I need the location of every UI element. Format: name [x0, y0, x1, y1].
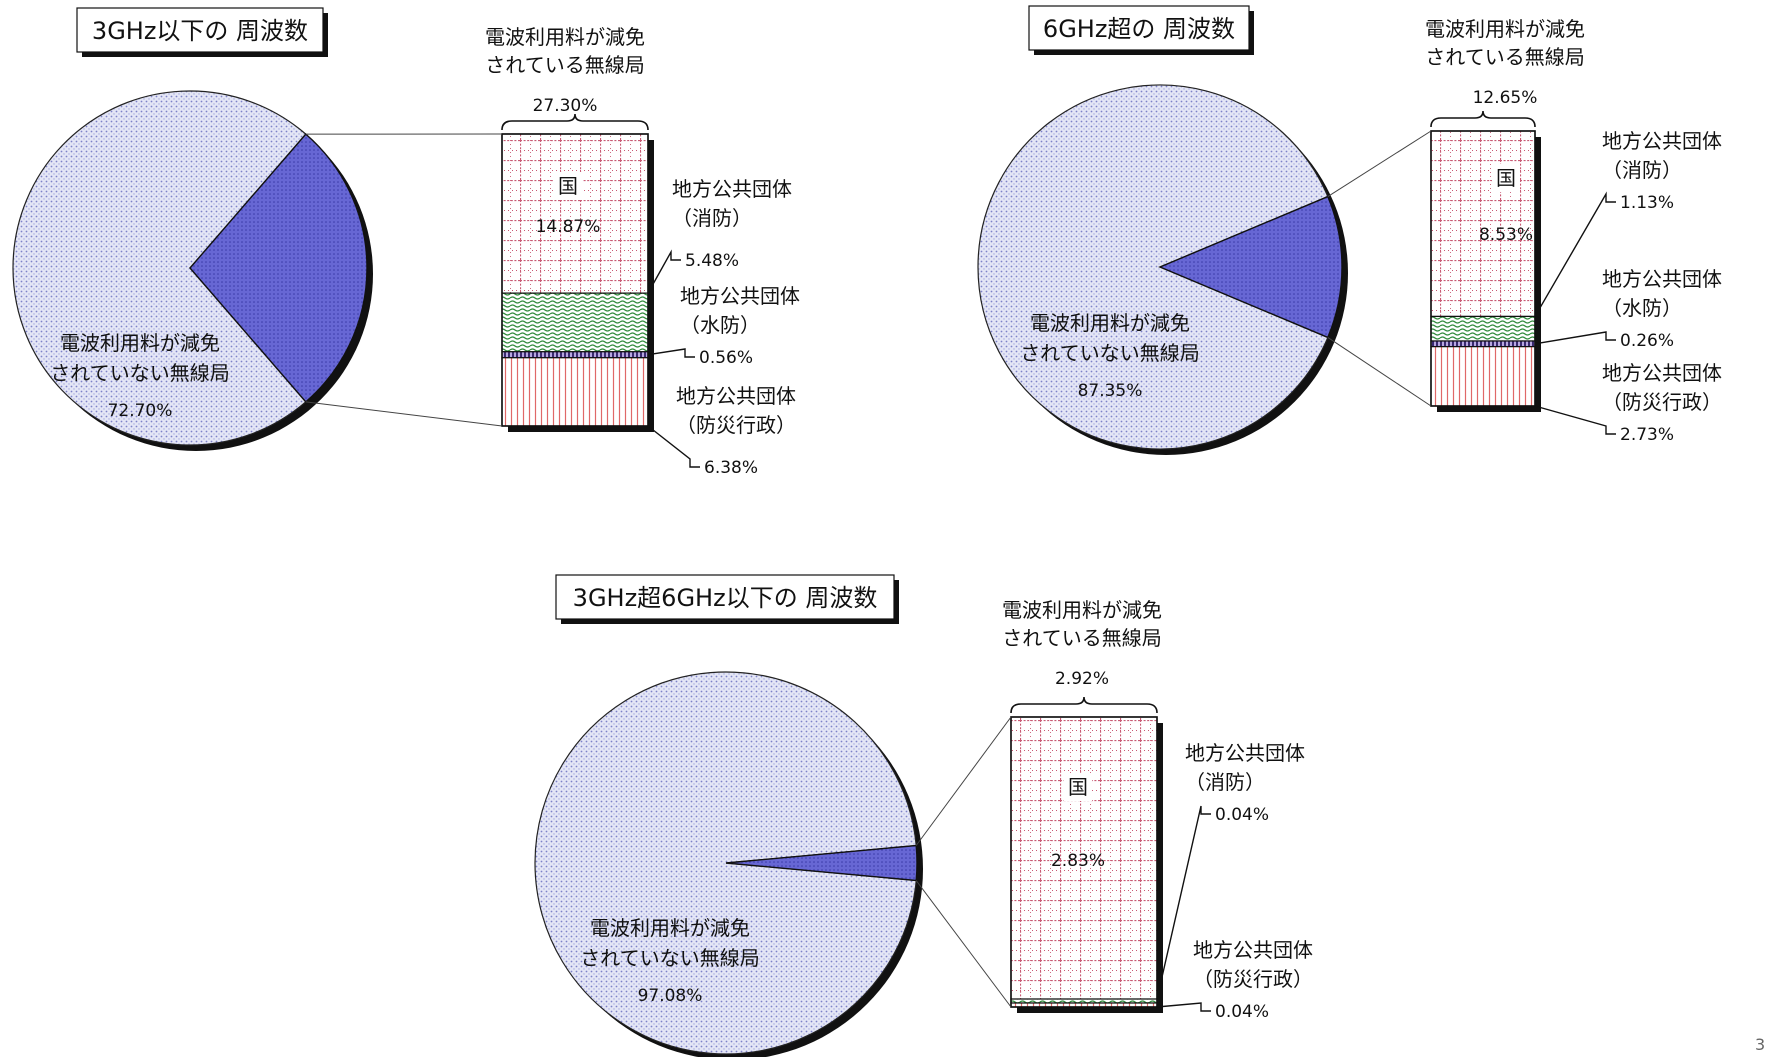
chart-title-box	[76, 7, 324, 53]
segment-label-bg	[1064, 773, 1092, 801]
segment-label-name: 地方公共団体	[680, 284, 800, 308]
segment-label-value: 0.56%	[699, 348, 753, 368]
segment-leader-line	[647, 348, 695, 358]
connector-line-top	[915, 716, 1012, 846]
breakdown-total-label: 12.65%	[1473, 88, 1538, 108]
connector-line-bottom	[915, 880, 1012, 1008]
breakdown-total-label: 27.30%	[533, 96, 598, 116]
page-number: 3	[1755, 1035, 1765, 1054]
breakdown-title-line: されている無線局	[1002, 626, 1161, 650]
segment-label-value: 8.53%	[1479, 225, 1533, 245]
segment-leader-line	[1534, 331, 1616, 345]
pie-slice-exempt	[189, 133, 368, 403]
breakdown-title-line: されている無線局	[1425, 45, 1584, 69]
chart-title: 3GHz超6GHz以下の 周波数	[573, 584, 878, 612]
chart-title-box	[555, 574, 895, 620]
segment-label-name: 地方公共団体	[1602, 267, 1722, 291]
segment-label-name: （防災行政）	[1193, 967, 1313, 991]
breakdown-title-line: 電波利用料が減免	[1425, 17, 1585, 41]
breakdown-brace	[501, 113, 649, 131]
segment-label-name: （消防）	[1185, 770, 1265, 794]
segment-label-name: （消防）	[672, 206, 752, 230]
bar-frame	[1010, 716, 1158, 1008]
bar-segment-1	[501, 133, 649, 294]
breakdown-title-line: 電波利用料が減免	[485, 25, 645, 49]
connector-line-bottom	[305, 401, 503, 427]
segment-label-name: 国	[558, 174, 578, 198]
segment-label-name: 国	[1068, 775, 1088, 799]
segment-label-name: 地方公共団体	[1602, 361, 1722, 385]
segment-label-value: 1.13%	[1620, 193, 1674, 213]
breakdown-brace	[1430, 110, 1536, 128]
connector-line-bottom	[1327, 337, 1432, 407]
pie-value-label: 87.35%	[1078, 381, 1143, 401]
segment-label-name: （水防）	[680, 313, 760, 337]
segment-label-name: （消防）	[1602, 158, 1682, 182]
segment-label-value: 2.73%	[1620, 425, 1674, 445]
segment-leader-line	[1156, 805, 1211, 1000]
chart-title: 6GHz超の 周波数	[1043, 15, 1235, 43]
breakdown-title-line: 電波利用料が減免	[1002, 598, 1162, 622]
bar-segment-1	[1010, 716, 1158, 1000]
breakdown-title-line: されている無線局	[485, 53, 644, 77]
segment-label-name: 地方公共団体	[1193, 938, 1313, 962]
bar-segment-4	[1430, 346, 1536, 407]
bar-segment-3	[501, 351, 649, 359]
bar-segment-4	[501, 357, 649, 427]
chart-panel-2: 6GHz超の 周波数電波利用料が減免されていない無線局87.35%電波利用料が減…	[977, 5, 1722, 455]
chart-title-box	[1028, 5, 1250, 51]
segment-label-name: 地方公共団体	[676, 384, 796, 408]
bar-segment-1	[1430, 130, 1536, 318]
pie-label-line: されていない無線局	[580, 946, 759, 970]
breakdown-brace	[1010, 696, 1158, 714]
bar-segment-3	[1430, 340, 1536, 348]
pie-value-label: 97.08%	[638, 986, 703, 1006]
segment-label-value: 5.48%	[685, 251, 739, 271]
segment-leader-line	[1534, 405, 1616, 435]
segment-label-name: 国	[1496, 166, 1516, 190]
connector-line-top	[1327, 130, 1432, 197]
segment-label-name: 地方公共団体	[672, 177, 792, 201]
segment-leader-line	[1156, 1002, 1211, 1012]
segment-label-value: 14.87%	[536, 217, 601, 237]
segment-leader-line	[647, 249, 681, 294]
segment-label-value: 6.38%	[704, 458, 758, 478]
pie-slice-not-exempt	[977, 84, 1329, 450]
bar-segment-2	[501, 292, 649, 353]
pie-slice-not-exempt	[534, 671, 917, 1055]
bar-frame	[1430, 130, 1536, 407]
chart-panel-1: 3GHz以下の 周波数電波利用料が減免されていない無線局72.70%電波利用料が…	[12, 7, 800, 478]
pie-value-label: 72.70%	[108, 401, 173, 421]
segment-label-name: （水防）	[1602, 296, 1682, 320]
pie-slice-exempt	[1158, 195, 1343, 339]
segment-label-value: 0.04%	[1215, 805, 1269, 825]
bar-frame	[501, 133, 649, 427]
pie-label-line: されていない無線局	[1020, 341, 1199, 365]
chart-title: 3GHz以下の 周波数	[92, 17, 308, 45]
segment-label-name: 地方公共団体	[1602, 129, 1722, 153]
pie-slice-not-exempt	[12, 90, 307, 446]
pie-label-line: 電波利用料が減免	[1030, 311, 1190, 335]
pie-label-line: されていない無線局	[50, 361, 229, 385]
chart-panel-3: 3GHz超6GHz以下の 周波数電波利用料が減免されていない無線局97.08%電…	[534, 574, 1313, 1057]
segment-label-value: 2.83%	[1051, 851, 1105, 871]
segment-leader-line	[647, 425, 700, 468]
breakdown-total-label: 2.92%	[1055, 669, 1109, 689]
pie-slice-exempt	[725, 844, 918, 882]
pie-label-line: 電波利用料が減免	[60, 331, 220, 355]
pie-label-line: 電波利用料が減免	[590, 916, 750, 940]
segment-label-name: （防災行政）	[676, 413, 796, 437]
segment-label-bg	[1492, 164, 1520, 192]
segment-label-value: 0.04%	[1215, 1002, 1269, 1022]
segment-leader-line	[1534, 191, 1616, 317]
segment-label-bg	[554, 172, 582, 200]
segment-label-name: 地方公共団体	[1185, 741, 1305, 765]
bar-segment-2	[1430, 315, 1536, 342]
segment-label-name: （防災行政）	[1602, 390, 1722, 414]
segment-label-value: 0.26%	[1620, 331, 1674, 351]
